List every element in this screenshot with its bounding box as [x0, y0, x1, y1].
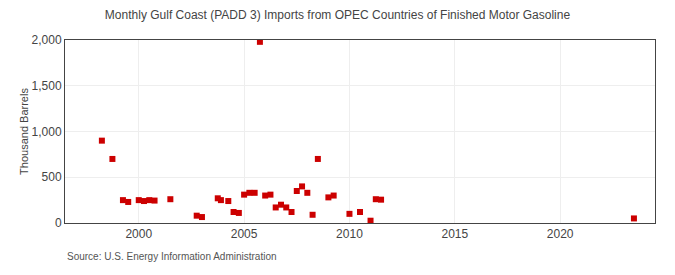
svg-text:2005: 2005	[231, 227, 258, 241]
svg-text:2020: 2020	[547, 227, 574, 241]
svg-text:Thousand Barrels: Thousand Barrels	[18, 88, 30, 175]
svg-text:2015: 2015	[441, 227, 468, 241]
svg-text:2,000: 2,000	[32, 33, 62, 47]
svg-text:0: 0	[55, 216, 62, 230]
svg-text:2010: 2010	[336, 227, 363, 241]
svg-text:2000: 2000	[125, 227, 152, 241]
svg-text:Monthly Gulf Coast (PADD 3) Im: Monthly Gulf Coast (PADD 3) Imports from…	[105, 8, 571, 22]
svg-text:Source: U.S. Energy Informatio: Source: U.S. Energy Information Administ…	[67, 251, 277, 262]
svg-text:500: 500	[42, 170, 62, 184]
svg-text:1,000: 1,000	[32, 125, 62, 139]
svg-text:1,500: 1,500	[32, 79, 62, 93]
